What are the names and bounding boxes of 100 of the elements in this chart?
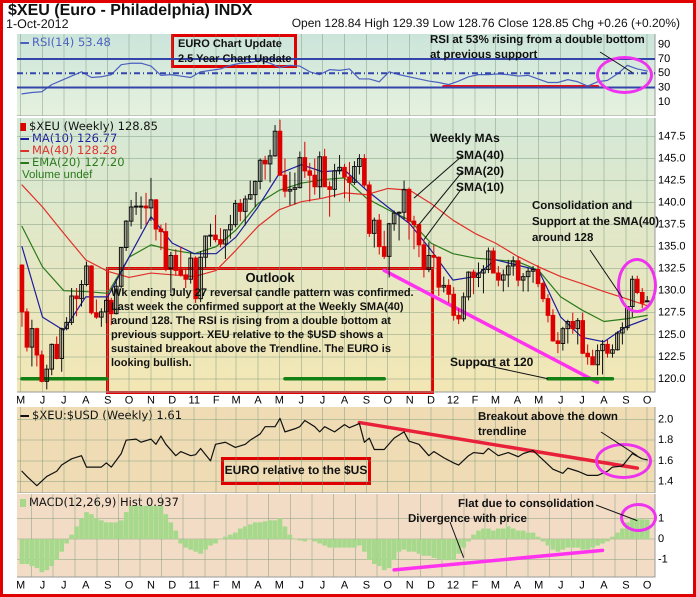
legend-label: $XEU:$USD (Weekly) 1.61 bbox=[32, 408, 182, 422]
text: Open 128.84 High 129.39 Low 128.76 Close 128.85 Chg +0.26 (+0.20%) bbox=[290, 16, 680, 31]
x-tick-label: J bbox=[558, 580, 564, 592]
x-tick-label: O bbox=[383, 394, 392, 407]
x-tick-label: J bbox=[298, 394, 304, 407]
x-tick-label: A bbox=[600, 394, 608, 407]
x-tick-label: N bbox=[147, 394, 156, 407]
x-tick-label: J bbox=[320, 394, 326, 407]
annotation: Divergence with price bbox=[408, 512, 527, 527]
x-tick-label: J bbox=[61, 394, 67, 407]
x-tick-label: M bbox=[231, 394, 241, 407]
x-tick-label: 12 bbox=[446, 580, 460, 592]
x-tick-label: A bbox=[340, 394, 349, 407]
x-tick-label: M bbox=[231, 580, 241, 592]
x-tick-label: M bbox=[534, 394, 544, 407]
x-tick-label: M bbox=[490, 580, 500, 592]
legend-label: $XEU (Weekly) 128.85 bbox=[29, 119, 158, 133]
annotation: EURO relative to the $US bbox=[224, 463, 368, 478]
x-tick-label: M bbox=[274, 580, 284, 592]
y-tick-label: 10 bbox=[658, 96, 670, 108]
y-tick-label: 122.5 bbox=[658, 350, 686, 363]
chart-subtitle: 1-Oct-2012 bbox=[6, 17, 69, 32]
annotation: Consolidation and Support at the SMA(40) around 128 bbox=[532, 200, 660, 244]
y-tick-label: 137.5 bbox=[658, 218, 686, 231]
x-tick-label: 12 bbox=[446, 394, 460, 407]
chart-title: $XEU (Euro - Philadelphia) INDX bbox=[8, 2, 252, 19]
annotation: Weekly MAs bbox=[430, 131, 500, 146]
x-tick-label: F bbox=[472, 580, 479, 592]
x-tick-label: J bbox=[579, 394, 585, 407]
x-tick-label: A bbox=[254, 580, 262, 592]
x-tick-label: A bbox=[600, 580, 608, 592]
x-tick-label: J bbox=[40, 394, 46, 407]
annotation: SMA(40) bbox=[456, 148, 504, 163]
x-tick-label: A bbox=[254, 394, 262, 407]
x-tick-label: D bbox=[168, 394, 176, 407]
x-tick-label: O bbox=[124, 394, 134, 407]
x-tick-label: O bbox=[124, 580, 134, 592]
x-tick-label: N bbox=[406, 394, 414, 407]
annotation: SMA(20) bbox=[456, 164, 504, 179]
y-tick-label: 30 bbox=[658, 82, 670, 94]
y-tick-label: 147.5 bbox=[658, 130, 686, 143]
y-tick-label: 0 bbox=[658, 533, 664, 546]
x-tick-label: J bbox=[320, 580, 326, 592]
annotation: Support at 120 bbox=[450, 355, 534, 370]
y-tick-label: 70 bbox=[658, 52, 670, 65]
x-tick-label: J bbox=[298, 580, 304, 592]
x-tick-label: M bbox=[490, 394, 500, 407]
y-tick-label: 140.0 bbox=[658, 196, 686, 209]
y-tick-label: 1.4 bbox=[658, 476, 674, 488]
x-tick-label: D bbox=[427, 580, 436, 592]
x-tick-label: S bbox=[104, 394, 112, 407]
x-tick-label: D bbox=[427, 394, 436, 407]
x-tick-label: J bbox=[40, 580, 46, 592]
x-tick-label: J bbox=[579, 580, 585, 592]
x-tick-label: F bbox=[472, 394, 479, 407]
legend-label: MACD(12,26,9) Hist 0.937 bbox=[29, 495, 179, 509]
y-tick-label: 125.0 bbox=[658, 328, 686, 341]
annotation: Breakout above the down trendline bbox=[478, 410, 619, 440]
x-tick-label: S bbox=[622, 580, 630, 592]
x-tick-label: M bbox=[274, 394, 284, 407]
x-tick-label: O bbox=[642, 580, 652, 592]
y-tick-label: 142.5 bbox=[658, 174, 686, 187]
y-tick-label: -1 bbox=[658, 554, 668, 566]
legend-label: EMA(20) 127.20 bbox=[32, 155, 125, 169]
x-tick-label: F bbox=[212, 580, 220, 592]
y-tick-label: 132.5 bbox=[658, 262, 686, 275]
y-tick-label: 90 bbox=[658, 38, 670, 51]
x-tick-label: A bbox=[82, 394, 90, 407]
legend-label: MA(40) 128.28 bbox=[32, 143, 118, 157]
x-tick-label: J bbox=[558, 394, 564, 407]
x-tick-label: S bbox=[622, 394, 630, 407]
y-tick-label: 1.8 bbox=[658, 434, 674, 446]
annotation: Flat due to consolidation bbox=[458, 497, 594, 512]
x-tick-label: A bbox=[514, 580, 522, 592]
x-tick-label: 11 bbox=[188, 580, 200, 592]
annotation: EURO Chart Update bbox=[178, 37, 282, 52]
x-tick-label: S bbox=[104, 580, 112, 592]
x-tick-label: J bbox=[61, 580, 67, 592]
x-tick-label: M bbox=[16, 394, 26, 407]
x-tick-label: S bbox=[362, 580, 370, 592]
x-tick-label: N bbox=[147, 580, 156, 592]
x-tick-label: A bbox=[82, 580, 90, 592]
annotation: SMA(10) bbox=[456, 180, 504, 195]
legend-label: MA(10) 126.77 bbox=[32, 131, 118, 145]
y-tick-label: 2.0 bbox=[658, 413, 674, 426]
x-tick-label: O bbox=[642, 394, 652, 407]
x-tick-label: N bbox=[406, 580, 414, 592]
x-tick-label: A bbox=[340, 580, 349, 592]
x-tick-label: 11 bbox=[188, 394, 200, 407]
y-tick-label: 1 bbox=[658, 512, 664, 525]
x-tick-label: A bbox=[514, 394, 522, 407]
annotation: Outlook bbox=[244, 270, 296, 285]
y-tick-label: 145.0 bbox=[658, 152, 686, 165]
legend-label: RSI(14) 53.48 bbox=[32, 35, 111, 49]
x-tick-label: S bbox=[362, 394, 370, 407]
x-tick-label: M bbox=[16, 580, 26, 592]
annotation: Volume undef bbox=[22, 168, 92, 183]
x-tick-label: F bbox=[212, 394, 220, 407]
y-tick-label: 120.0 bbox=[658, 372, 686, 385]
y-tick-label: 130.0 bbox=[658, 284, 686, 297]
